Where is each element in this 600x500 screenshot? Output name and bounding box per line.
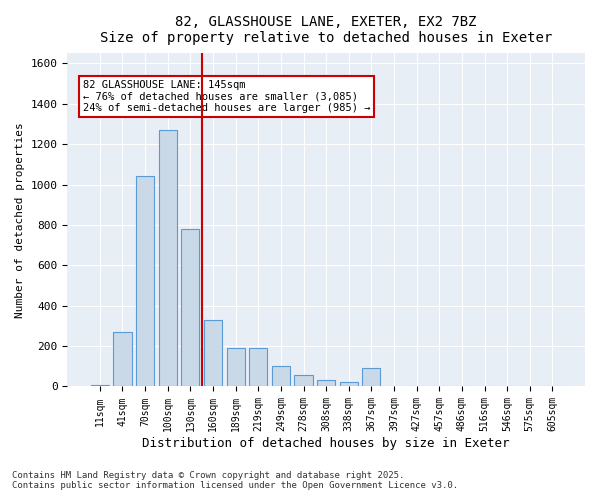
Bar [227, 348, 245, 387]
Bar [158, 130, 177, 386]
Text: 82 GLASSHOUSE LANE: 145sqm
← 76% of detached houses are smaller (3,085)
24% of s: 82 GLASSHOUSE LANE: 145sqm ← 76% of deta… [83, 80, 370, 113]
Bar [136, 176, 154, 386]
Y-axis label: Number of detached properties: Number of detached properties [15, 122, 25, 318]
Text: Contains HM Land Registry data © Crown copyright and database right 2025.
Contai: Contains HM Land Registry data © Crown c… [12, 470, 458, 490]
Bar [340, 382, 358, 386]
Bar [272, 366, 290, 386]
Title: 82, GLASSHOUSE LANE, EXETER, EX2 7BZ
Size of property relative to detached house: 82, GLASSHOUSE LANE, EXETER, EX2 7BZ Siz… [100, 15, 552, 45]
Bar [295, 376, 313, 386]
Bar [113, 332, 131, 386]
Bar [249, 348, 268, 387]
Bar [204, 320, 222, 386]
Bar [317, 380, 335, 386]
Bar [181, 229, 199, 386]
X-axis label: Distribution of detached houses by size in Exeter: Distribution of detached houses by size … [142, 437, 510, 450]
Bar [362, 368, 380, 386]
